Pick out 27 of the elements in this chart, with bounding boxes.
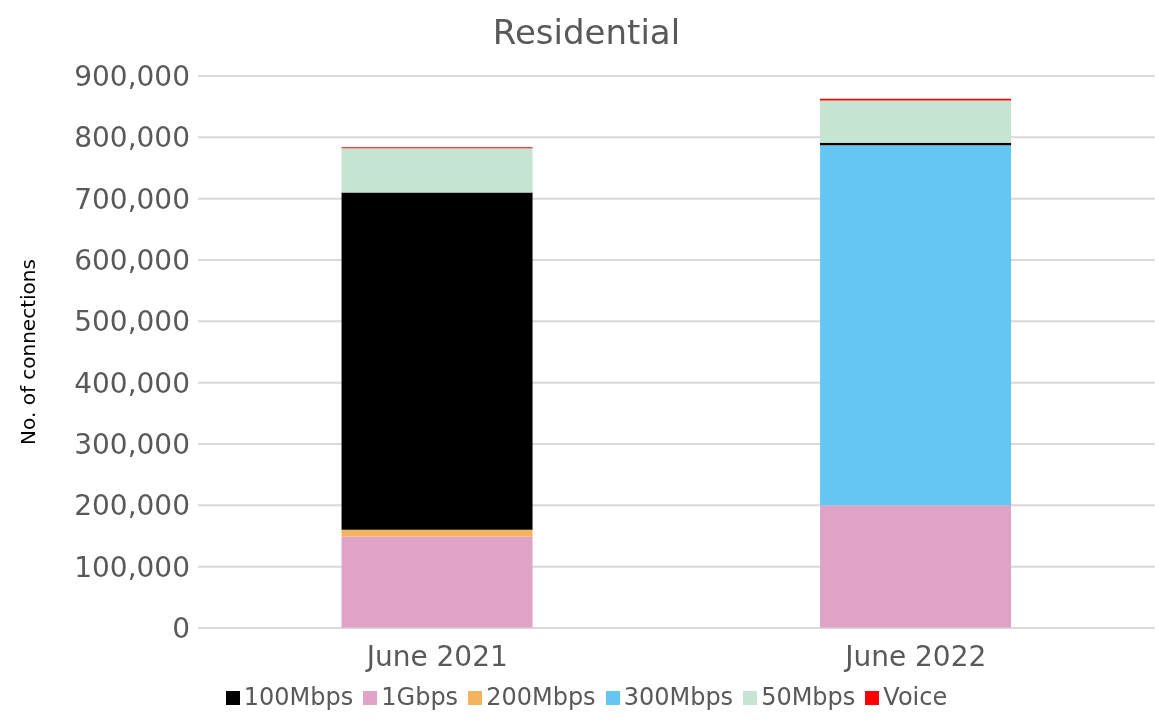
- legend-label: 50Mbps: [761, 683, 856, 711]
- bar: [341, 192, 533, 530]
- bar: [341, 148, 533, 193]
- legend-label: 1Gbps: [381, 683, 459, 711]
- y-tick-label: 200,000: [74, 489, 190, 523]
- bar: [820, 100, 1012, 143]
- y-axis-title: No. of connections: [16, 259, 41, 445]
- x-tick-label: June 2021: [364, 639, 508, 673]
- y-tick-label: 500,000: [74, 305, 190, 339]
- legend-label: Voice: [883, 683, 948, 711]
- chart-title: Residential: [491, 11, 682, 54]
- y-tick-label: 100,000: [74, 550, 190, 584]
- legend-label: 300Mbps: [623, 683, 734, 711]
- legend-label: 200Mbps: [486, 683, 596, 711]
- legend-label: 100Mbps: [243, 683, 354, 711]
- bar: [820, 505, 1012, 628]
- y-tick-label: 900,000: [74, 59, 190, 93]
- bar: [820, 145, 1012, 506]
- y-tick-label: 800,000: [74, 121, 190, 155]
- x-tick-label: June 2022: [843, 639, 987, 673]
- bar: [341, 536, 533, 628]
- y-tick-label: 400,000: [74, 366, 190, 400]
- y-tick-label: 600,000: [74, 243, 190, 277]
- y-tick-label: 300,000: [74, 427, 190, 461]
- y-tick-label: 700,000: [74, 182, 190, 216]
- bar: [341, 529, 533, 537]
- y-tick-label: 0: [172, 611, 190, 645]
